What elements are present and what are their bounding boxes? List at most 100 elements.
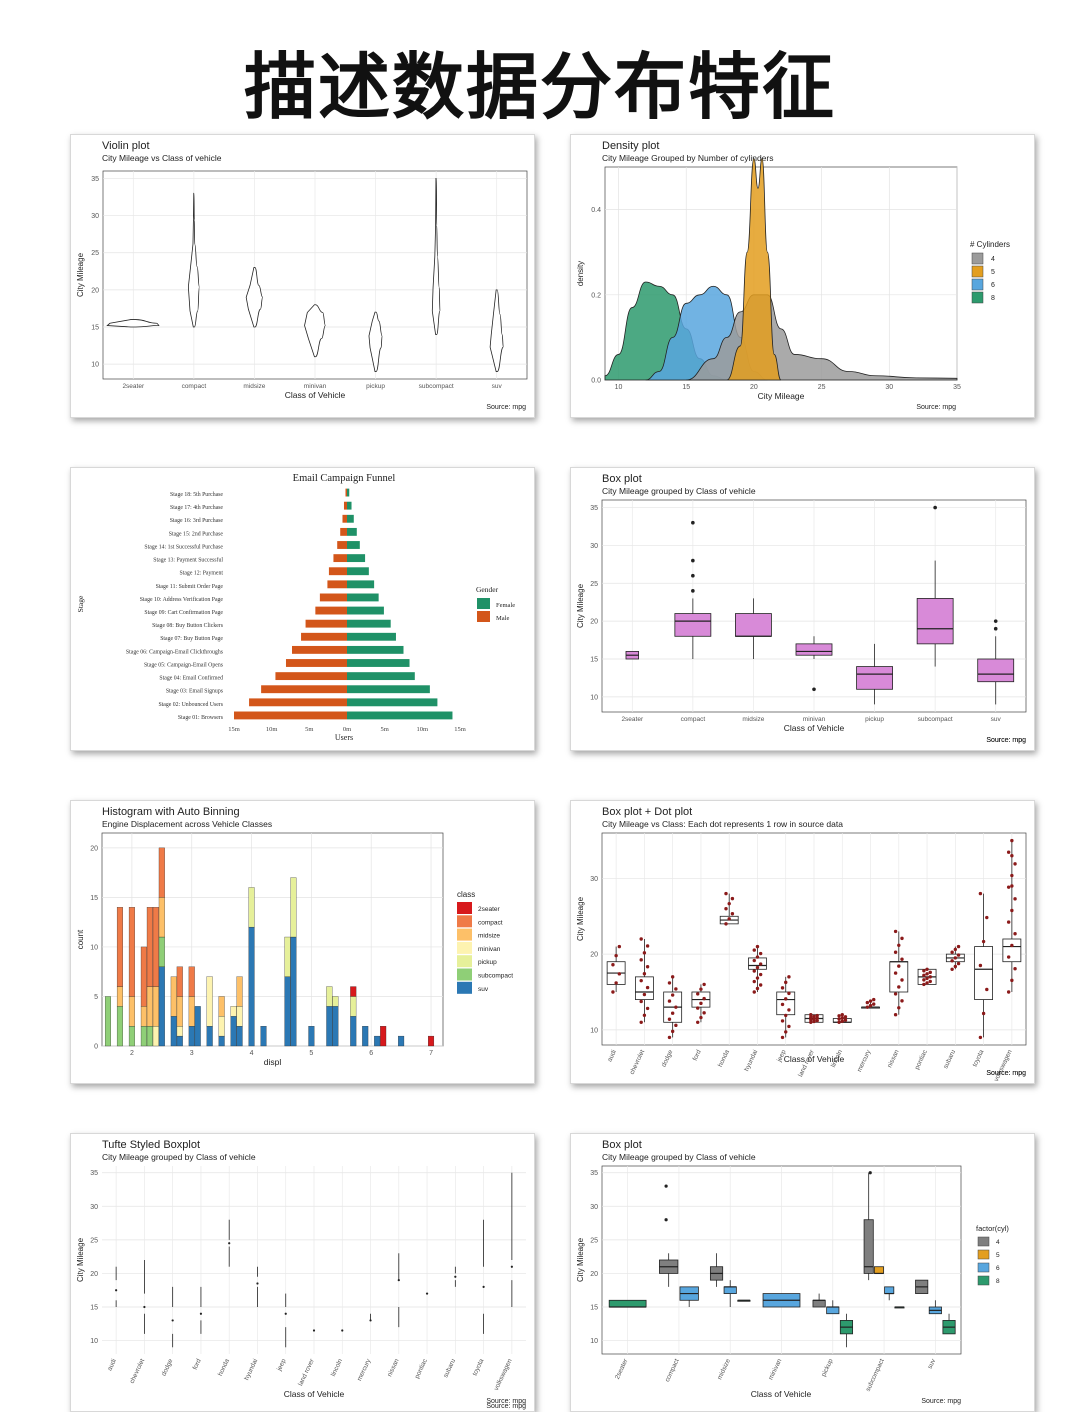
data-dot xyxy=(893,950,898,954)
data-dot xyxy=(950,967,954,971)
data-dot xyxy=(840,1016,844,1020)
data-dot xyxy=(667,1035,672,1040)
violin-2seater xyxy=(106,319,160,328)
data-dot xyxy=(730,896,735,901)
legend-swatch xyxy=(971,252,984,265)
y-tick-label: 15 xyxy=(90,1305,98,1312)
hist-bar-compact xyxy=(152,907,159,987)
histogram-card: Histogram with Auto Binning Engine Displa… xyxy=(70,800,535,1084)
data-dot xyxy=(872,997,876,1002)
stage-label: Stage 03: Email Signups xyxy=(166,689,224,695)
data-dot xyxy=(755,965,760,970)
tufte-median xyxy=(425,1292,429,1295)
data-dot xyxy=(787,991,791,996)
data-dot xyxy=(758,962,763,966)
x-tick-label: 10 xyxy=(615,384,623,391)
data-dot xyxy=(815,1016,819,1020)
funnel-chart-card: Email Campaign Funnel 15m 10m 5m 0m 5m 10m 15m S… xyxy=(70,467,535,751)
data-dot xyxy=(893,992,898,996)
data-dot xyxy=(985,987,989,992)
funnel-bar-male xyxy=(327,580,347,589)
data-dot xyxy=(702,982,706,987)
y-tick-label: 10 xyxy=(590,1338,598,1345)
x-tick-label: pickup xyxy=(366,383,385,390)
funnel-bar-male xyxy=(261,685,347,694)
data-dot xyxy=(837,1020,841,1024)
data-dot xyxy=(670,993,675,997)
y-tick-label: 25 xyxy=(90,1237,98,1244)
hist-bar-suv xyxy=(158,966,165,1047)
chart-title: Density plot xyxy=(602,140,659,152)
box-subcompact-box xyxy=(916,598,954,645)
violin-midsize xyxy=(245,267,264,328)
data-dot xyxy=(645,985,650,990)
chart-title: Box plot xyxy=(602,473,642,485)
data-dot xyxy=(900,999,904,1003)
x-tick-label: midsize xyxy=(716,1358,732,1381)
chart-subtitle: City Mileage Grouped by Number of cylind… xyxy=(602,153,774,163)
box-midsize-cyl6-box xyxy=(723,1286,737,1294)
hist-bar-subcompact xyxy=(128,1026,135,1047)
data-dot xyxy=(784,997,788,1001)
x-tick-label: minivan xyxy=(767,1358,783,1382)
tufte-median xyxy=(341,1329,344,1332)
x-tick-label: dodge xyxy=(660,1049,674,1069)
data-dot xyxy=(752,990,756,994)
legend-title: # Cylinders xyxy=(970,240,1010,249)
x-tick-label: pickup xyxy=(820,1358,834,1378)
box-jeep-box xyxy=(776,991,796,1016)
stage-label: Stage 07: Buy Button Page xyxy=(160,636,223,642)
tufte-median xyxy=(482,1285,485,1288)
funnel-bar-female xyxy=(347,593,379,602)
x-tick-label: subaru xyxy=(442,1358,457,1379)
data-dot xyxy=(1006,955,1011,959)
y-tick-label: 25 xyxy=(590,581,598,588)
hist-bar-pickup xyxy=(326,986,333,1007)
x-tick-label: 3 xyxy=(190,1050,194,1057)
x-tick-label: midsize xyxy=(243,383,265,390)
data-dot xyxy=(639,958,643,962)
chart-subtitle: City Mileage vs Class: Each dot represen… xyxy=(602,819,843,829)
data-dot xyxy=(900,978,904,982)
y-axis-label: Stage xyxy=(76,595,85,612)
y-tick-label: 0 xyxy=(94,1044,98,1051)
data-dot xyxy=(1010,884,1014,888)
hist-bar-2seater xyxy=(380,1026,387,1047)
chart-subtitle: Engine Displacement across Vehicle Class… xyxy=(102,819,272,829)
stage-label: Stage 06: Campaign-Email Clickthroughs xyxy=(126,649,224,655)
x-tick-label: pontiac xyxy=(914,1048,930,1071)
x-tick-label: suv xyxy=(991,716,1002,723)
x-tick-label: 25 xyxy=(818,384,826,391)
legend-label: suv xyxy=(478,986,489,993)
hist-bar-compact xyxy=(176,966,183,997)
legend-title: Gender xyxy=(476,585,499,594)
legend-swatch xyxy=(977,1275,990,1286)
legend-swatch xyxy=(477,611,490,622)
hist-bar-midsize xyxy=(116,986,123,1007)
data-dot xyxy=(1013,897,1017,901)
y-axis-label: City Mileage xyxy=(76,1237,85,1282)
data-dot xyxy=(953,964,958,969)
data-dot xyxy=(642,992,647,997)
stage-label: Stage 14: 1st Successful Purchase xyxy=(144,543,223,550)
legend-swatch xyxy=(457,928,472,941)
x-tick-label: lincoln xyxy=(330,1358,344,1378)
data-dot xyxy=(758,951,763,956)
stage-label: Stage 10: Address Verification Page xyxy=(140,596,224,603)
data-dot xyxy=(639,978,643,983)
x-tick-label: dodge xyxy=(160,1358,174,1378)
x-tick-label: 5m xyxy=(305,726,313,733)
tufte-median xyxy=(369,1319,372,1322)
box-pickup-box xyxy=(856,666,893,690)
stage-label: Stage 16: 3rd Purchase xyxy=(170,518,224,524)
hist-bar-subcompact xyxy=(158,936,165,967)
data-dot xyxy=(928,979,932,984)
density-plot-card: Density plot City Mileage Grouped by Numb… xyxy=(570,134,1035,418)
data-dot xyxy=(815,1013,819,1018)
data-dot xyxy=(900,936,904,941)
x-tick-label: pickup xyxy=(865,716,884,723)
data-dot xyxy=(696,992,700,996)
x-tick-label: 30 xyxy=(885,384,893,391)
hist-bar-pickup xyxy=(284,936,291,977)
